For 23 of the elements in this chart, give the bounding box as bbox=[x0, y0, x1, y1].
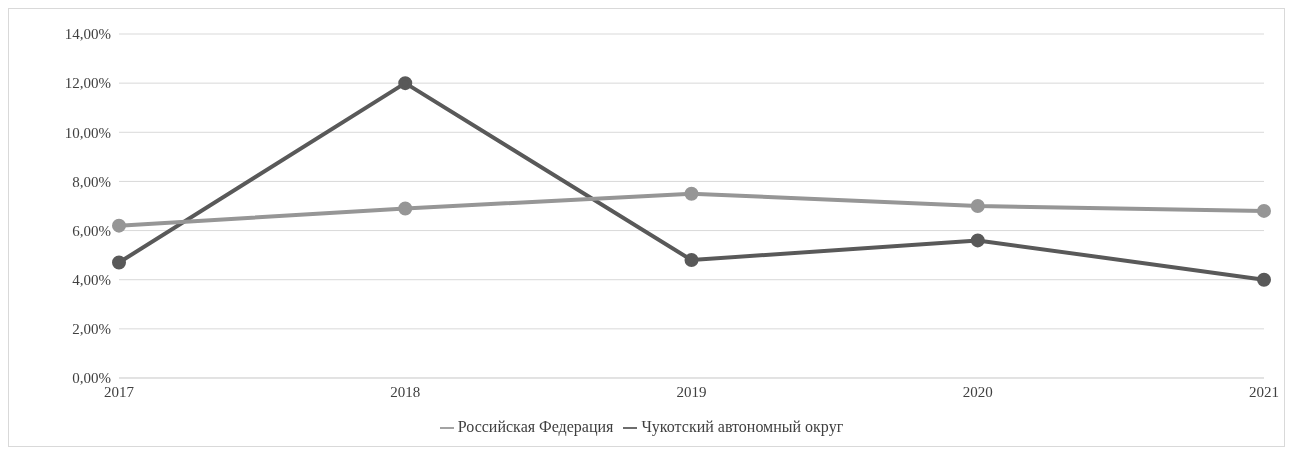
x-tick-label: 2019 bbox=[676, 383, 707, 400]
x-tick-label: 2021 bbox=[1249, 383, 1279, 400]
point bbox=[684, 186, 699, 201]
legend-label: Российская Федерация bbox=[457, 418, 614, 435]
point bbox=[1257, 272, 1271, 287]
point bbox=[970, 199, 985, 213]
point bbox=[398, 201, 413, 216]
y-tick-label: 6,00% bbox=[72, 222, 111, 239]
x-tick-label: 2018 bbox=[390, 383, 421, 400]
legend-label: Чукотский автономный округ bbox=[641, 418, 844, 435]
y-tick-label: 8,00% bbox=[72, 173, 111, 190]
y-tick-label: 14,00% bbox=[64, 26, 111, 43]
y-tick-label: 2,00% bbox=[72, 321, 111, 338]
point bbox=[398, 76, 413, 91]
y-tick-label: 12,00% bbox=[64, 75, 111, 92]
point bbox=[684, 253, 699, 268]
point bbox=[112, 255, 126, 270]
point bbox=[970, 233, 985, 248]
y-tick-label: 4,00% bbox=[72, 272, 111, 289]
x-tick-label: 2020 bbox=[962, 383, 993, 400]
y-tick-label: 10,00% bbox=[64, 124, 111, 141]
point bbox=[112, 218, 126, 233]
point bbox=[1257, 203, 1271, 218]
